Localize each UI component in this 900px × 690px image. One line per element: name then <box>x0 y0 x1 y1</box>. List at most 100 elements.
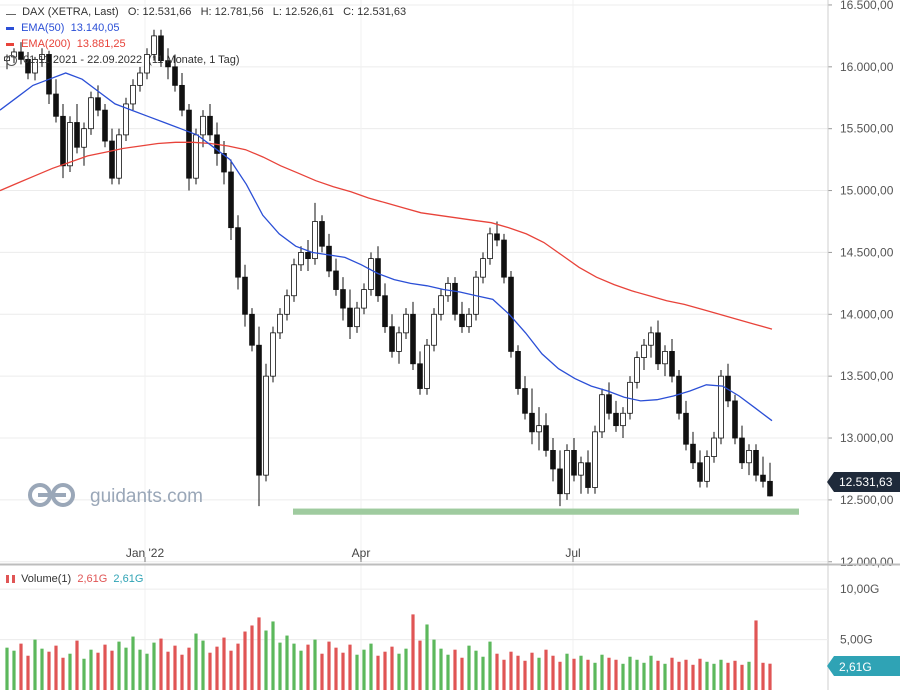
candle <box>424 339 430 395</box>
volume-bar <box>229 650 233 690</box>
support-zone <box>293 508 799 515</box>
volume-bar <box>614 659 618 690</box>
volume-bar <box>47 651 51 690</box>
volume-bar <box>453 649 457 690</box>
candle <box>109 128 115 185</box>
candle <box>767 462 773 497</box>
candlestick-series <box>4 29 773 507</box>
candle <box>249 308 255 352</box>
volume-bar <box>425 624 429 690</box>
volume-bar <box>320 653 324 690</box>
ohlc-toggle-icon[interactable] <box>6 4 16 15</box>
candle <box>620 407 626 439</box>
candle <box>368 252 374 296</box>
candle <box>88 91 94 135</box>
volume-tick-label: 10,00G <box>840 582 879 596</box>
candle <box>704 450 710 488</box>
candle <box>340 277 346 321</box>
clock-icon <box>6 54 17 66</box>
volume-bar <box>726 662 730 690</box>
candle <box>130 79 136 111</box>
candle <box>578 456 584 494</box>
candle <box>389 314 395 358</box>
candle <box>515 345 521 395</box>
candle <box>347 289 353 340</box>
volume-bar <box>327 641 331 690</box>
candle <box>417 351 423 395</box>
volume-bar <box>474 650 478 690</box>
candle <box>186 103 192 191</box>
volume-bar <box>166 651 170 690</box>
volume-bar <box>117 641 121 690</box>
candle <box>480 252 486 284</box>
volume-bar <box>733 660 737 690</box>
candle <box>725 363 731 408</box>
ema50-line <box>0 72 773 422</box>
ema200-legend[interactable]: EMA(200) 13.881,25 <box>6 36 406 52</box>
candle <box>396 326 402 364</box>
volume-bar <box>684 659 688 690</box>
candle <box>543 413 549 457</box>
candle <box>179 73 185 117</box>
candle <box>536 407 542 451</box>
volume-bar <box>558 661 562 690</box>
volume-bar <box>82 658 86 690</box>
volume-bar <box>621 663 625 690</box>
volume-bar <box>761 662 765 690</box>
volume-value-1: 2,61G <box>77 573 108 585</box>
volume-bar <box>89 649 93 690</box>
volume-bar <box>12 650 16 690</box>
volume-bar <box>432 639 436 690</box>
volume-bar <box>215 646 219 690</box>
candle <box>172 54 178 92</box>
volume-bar <box>278 642 282 690</box>
volume-bar <box>306 644 310 690</box>
volume-bar <box>607 657 611 690</box>
volume-tick-label: 5,00G <box>840 633 873 647</box>
ema50-value: 13.140,05 <box>70 22 120 34</box>
ema50-legend[interactable]: EMA(50) 13.140,05 <box>6 20 406 36</box>
candle <box>270 326 276 383</box>
candle <box>200 110 206 148</box>
volume-label: Volume(1) <box>21 573 72 585</box>
volume-bar <box>222 637 226 690</box>
candle <box>361 283 367 315</box>
volume-bar <box>96 652 100 690</box>
volume-bar <box>236 643 240 690</box>
volume-bar <box>313 639 317 690</box>
candle <box>151 29 157 61</box>
candle <box>277 308 283 340</box>
volume-bar <box>586 659 590 690</box>
volume-axis: 5,00G 10,00G <box>840 582 879 646</box>
candle <box>102 103 108 148</box>
volume-legend[interactable]: Volume(1) 2,61G 2,61G <box>6 571 143 587</box>
candle <box>46 50 52 104</box>
price-tick-label: 15.500,00 <box>840 122 894 136</box>
volume-bar <box>26 655 30 690</box>
volume-bar <box>334 647 338 690</box>
volume-bar <box>712 663 716 690</box>
guidants-logo: guidants.com <box>28 483 203 507</box>
candle <box>53 79 59 123</box>
volume-bar <box>488 641 492 690</box>
candle <box>67 116 73 172</box>
candle <box>711 431 717 463</box>
volume-bar <box>110 650 114 690</box>
volume-bar <box>75 640 79 690</box>
ema50-label: EMA(50) <box>21 22 65 34</box>
support-band <box>293 508 799 515</box>
candle <box>410 301 416 370</box>
volume-bar <box>523 660 527 690</box>
time-tick-label: Jan '22 <box>126 546 165 560</box>
volume-bar <box>264 630 268 690</box>
volume-bar <box>397 653 401 690</box>
volume-bar <box>369 643 373 690</box>
candle <box>284 289 290 321</box>
volume-bar <box>187 647 191 690</box>
volume-bar <box>152 642 156 690</box>
price-tick-label: 12.000,00 <box>840 555 894 569</box>
candle <box>571 438 577 482</box>
volume-bar <box>418 640 422 690</box>
ema200-swatch-icon <box>6 42 14 46</box>
